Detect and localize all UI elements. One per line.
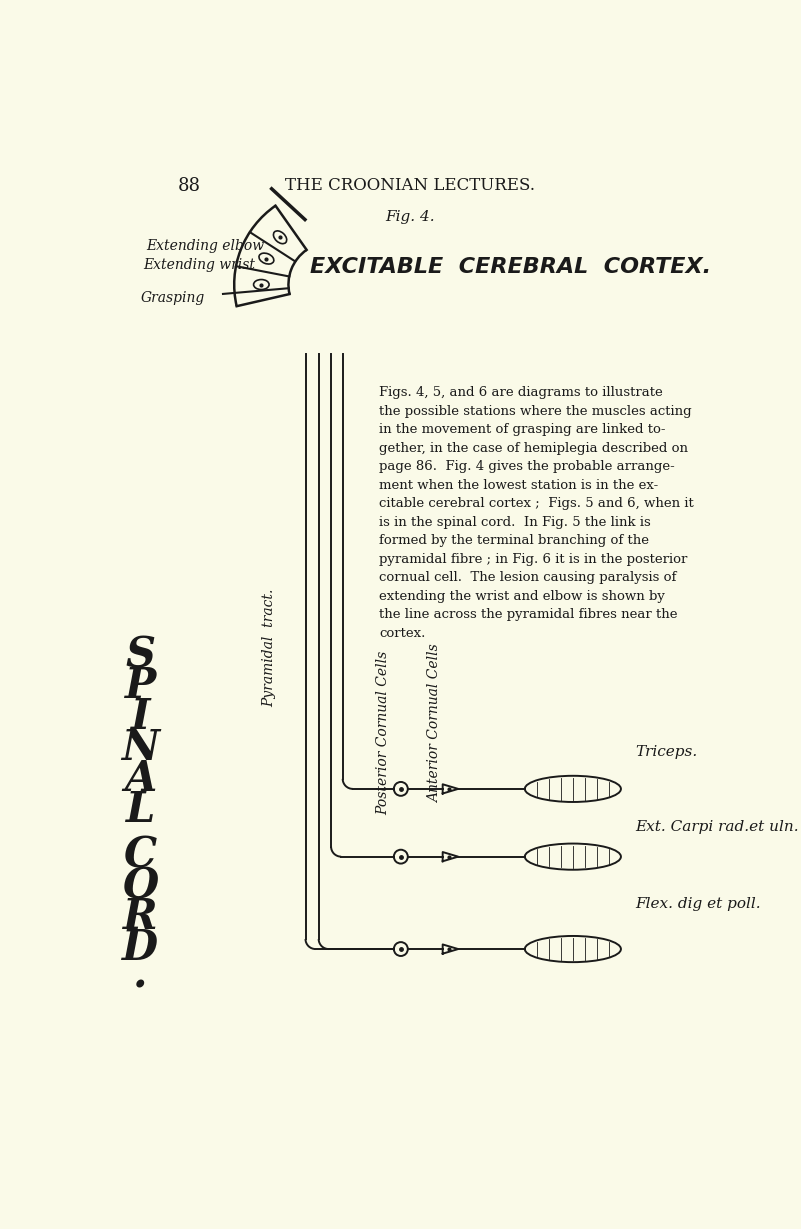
- Text: 88: 88: [178, 177, 200, 195]
- Text: D: D: [123, 927, 159, 970]
- Ellipse shape: [259, 253, 274, 264]
- Text: .: .: [133, 954, 147, 997]
- Text: S: S: [126, 634, 155, 677]
- Text: N: N: [122, 728, 159, 769]
- Text: Anterior Cornual Cells: Anterior Cornual Cells: [428, 644, 442, 803]
- Ellipse shape: [525, 775, 621, 803]
- Text: L: L: [126, 789, 155, 831]
- Text: A: A: [124, 758, 156, 800]
- Text: Flex. dig et poll.: Flex. dig et poll.: [635, 897, 760, 912]
- Ellipse shape: [254, 279, 269, 290]
- Text: Posterior Cornual Cells: Posterior Cornual Cells: [376, 650, 390, 815]
- Text: P: P: [125, 665, 156, 708]
- Text: I: I: [131, 697, 150, 739]
- Text: Figs. 4, 5, and 6 are diagrams to illustrate
the possible stations where the mus: Figs. 4, 5, and 6 are diagrams to illust…: [379, 386, 694, 639]
- Text: EXCITABLE  CEREBRAL  CORTEX.: EXCITABLE CEREBRAL CORTEX.: [310, 257, 711, 277]
- Ellipse shape: [273, 231, 287, 243]
- Ellipse shape: [525, 843, 621, 870]
- Text: Pyramidal  tract.: Pyramidal tract.: [262, 589, 276, 707]
- Text: THE CROONIAN LECTURES.: THE CROONIAN LECTURES.: [285, 177, 535, 194]
- Text: Fig. 4.: Fig. 4.: [385, 210, 435, 224]
- Ellipse shape: [525, 936, 621, 962]
- Text: Triceps.: Triceps.: [635, 745, 697, 760]
- Circle shape: [394, 943, 408, 956]
- Text: Grasping: Grasping: [140, 290, 205, 305]
- Text: R: R: [123, 896, 158, 939]
- Circle shape: [394, 849, 408, 864]
- Circle shape: [394, 782, 408, 796]
- Text: Ext. Carpi rad.et uln.: Ext. Carpi rad.et uln.: [635, 821, 799, 834]
- Text: C: C: [124, 834, 157, 876]
- Text: Extending elbow: Extending elbow: [147, 238, 265, 253]
- Text: O: O: [123, 865, 159, 908]
- Text: Extending wrist: Extending wrist: [143, 258, 255, 272]
